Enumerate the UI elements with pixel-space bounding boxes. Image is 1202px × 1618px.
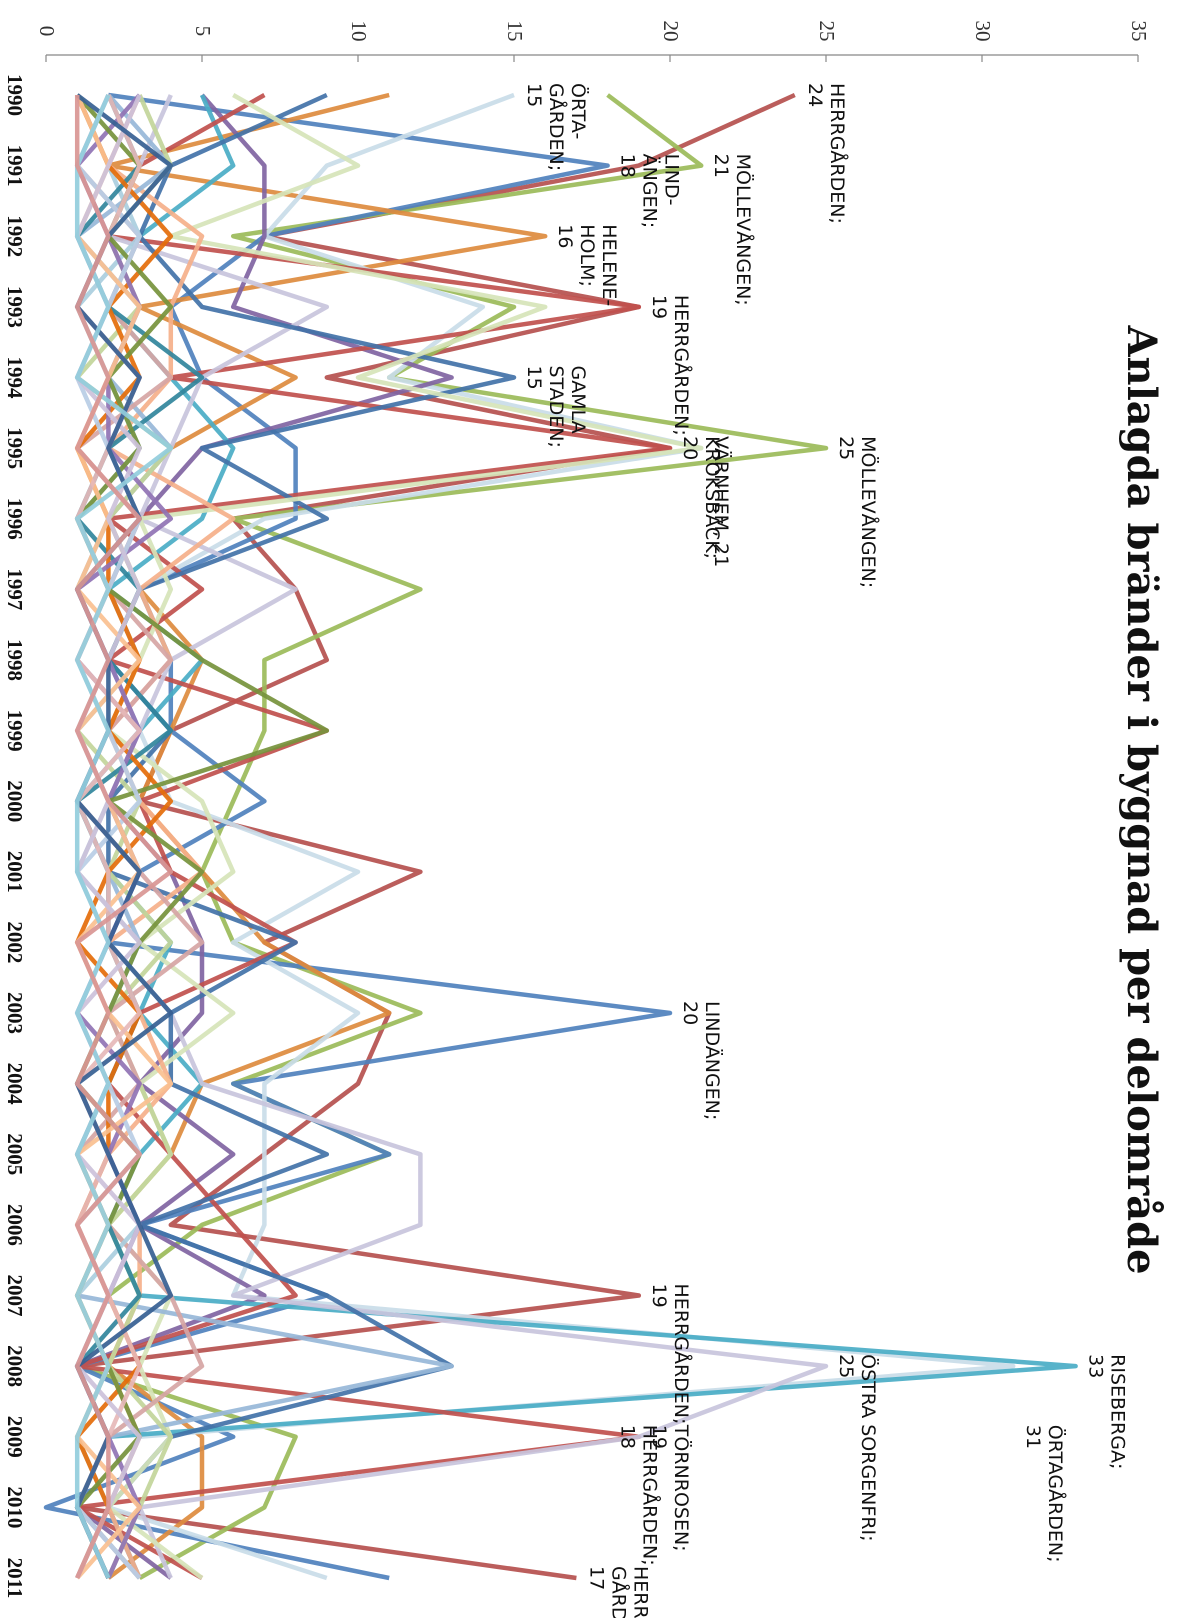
year-tick-label: 1997 [3, 568, 27, 610]
year-tick-label: 1999 [3, 710, 27, 752]
annotation-label: VÄRNHEM, 21 [710, 436, 733, 567]
svg-text:LINDÄNGEN;20: LINDÄNGEN;20 [679, 1001, 724, 1120]
year-tick-label: 2001 [3, 851, 27, 893]
svg-text:HERRGÅRDEN;19: HERRGÅRDEN;19 [648, 1284, 693, 1425]
year-tick-label: 1994 [3, 356, 27, 399]
svg-text:GAMLASTADEN;15: GAMLASTADEN;15 [523, 365, 589, 447]
value-tick-label: 5 [191, 26, 215, 37]
svg-text:ÖRTAGÅRDEN;31: ÖRTAGÅRDEN;31 [1022, 1425, 1067, 1563]
svg-text:KROKSBÄCK;20: KROKSBÄCK;20 [679, 436, 724, 559]
year-tick-label: 2002 [3, 921, 27, 963]
year-tick-label: 2005 [3, 1133, 27, 1175]
year-tick-label: 2010 [3, 1486, 27, 1528]
annotation-label: RISEBERGA;33 [1085, 1354, 1129, 1469]
annotation-label: HERRGÅRDEN;19 [648, 295, 693, 436]
svg-text:MÖLLEVÅNGEN;25: MÖLLEVÅNGEN;25 [835, 436, 880, 588]
year-tick-label: 2000 [3, 780, 27, 822]
year-tick-label: 2003 [3, 992, 27, 1034]
svg-text:MÖLLEVÅNGEN;21: MÖLLEVÅNGEN;21 [710, 154, 755, 306]
year-tick-label: 1991 [3, 145, 27, 187]
year-tick-label: 1996 [3, 498, 27, 540]
annotation-label: ÖSTRA SORGENFRI;25 [835, 1354, 880, 1541]
series-line-1 [74, 92, 796, 1581]
year-tick-label: 1992 [3, 215, 27, 257]
series-line-25 [74, 93, 174, 1579]
year-tick-label: 1995 [3, 427, 27, 469]
year-tick-label: 2007 [3, 1275, 27, 1317]
svg-text:LIND-ÄNGEN;18: LIND-ÄNGEN;18 [617, 154, 683, 229]
year-tick-label: 1998 [3, 639, 27, 681]
annotation-label: MÖLLEVÅNGEN;25 [835, 436, 880, 588]
annotation-label: MÖLLEVÅNGEN;21 [710, 154, 755, 306]
year-tick-label: 2009 [3, 1416, 27, 1458]
annotation-label: LIND-ÄNGEN;18 [617, 154, 683, 229]
series-line-11 [106, 93, 704, 1580]
annotation-label: HELENE-HOLM;16 [554, 224, 620, 306]
svg-text:HERRGÅRDEN;18: HERRGÅRDEN;18 [617, 1425, 662, 1566]
svg-text:ÖSTRA SORGENFRI;25: ÖSTRA SORGENFRI;25 [835, 1354, 880, 1541]
value-tick-label: 30 [971, 21, 995, 42]
annotation-label: ÖRTAGÅRDEN;31 [1022, 1425, 1067, 1563]
svg-text:HERRGÅRDEN;19: HERRGÅRDEN;19 [648, 295, 693, 436]
series-line-3 [43, 92, 673, 1581]
year-tick-label: 2006 [3, 1204, 27, 1246]
year-tick-label: 2011 [3, 1558, 27, 1599]
series-line-2 [74, 93, 829, 1580]
year-tick-label: 1993 [3, 286, 27, 328]
year-tick-label: 2004 [3, 1063, 27, 1106]
svg-text:ÖRTA-GÅRDEN;15: ÖRTA-GÅRDEN;15 [523, 83, 590, 171]
annotation-label: GAMLASTADEN;15 [523, 365, 589, 447]
value-tick-label: 25 [815, 21, 839, 42]
svg-text:HELENE-HOLM;16: HELENE-HOLM;16 [554, 224, 620, 306]
svg-text:TÖRNROSEN;19: TÖRNROSEN;19 [648, 1424, 693, 1552]
annotation-label: HERR-GÅRDEN;17 [585, 1566, 651, 1618]
value-tick-labels: 0 5 10 15 20 25 30 35 [35, 21, 1151, 42]
svg-text:HERRGÅRDEN;24: HERRGÅRDEN;24 [804, 83, 849, 224]
svg-text:VÄRNHEM, 21: VÄRNHEM, 21 [710, 436, 733, 567]
annotation-label: KROKSBÄCK;20 [679, 436, 724, 559]
series-line-27 [74, 95, 174, 1579]
value-tick-label: 15 [503, 21, 527, 42]
annotations: HERRGÅRDEN;24 MÖLLEVÅNGEN;21 LIND-ÄNGEN;18… [523, 83, 1129, 1618]
annotation-label: HERRGÅRDEN;19 [648, 1284, 693, 1425]
chart-title: Anlagda bränder i byggnad per delområde [1118, 324, 1165, 1274]
value-tick-label: 20 [659, 21, 683, 42]
svg-text:HERR-GÅRDEN;17: HERR-GÅRDEN;17 [585, 1566, 651, 1618]
value-tick-label: 10 [347, 21, 371, 42]
annotation-label: HERRGÅRDEN;18 [617, 1425, 662, 1566]
year-tick-labels: 1990 1991 1992 1993 1994 1995 1996 1997 1998 1999… [3, 74, 27, 1598]
year-tick-label: 1990 [3, 74, 27, 116]
value-tick-label: 0 [35, 26, 59, 37]
annotation-label: LINDÄNGEN;20 [679, 1001, 724, 1120]
value-tick-label: 35 [1127, 21, 1151, 42]
year-tick-label: 2008 [3, 1345, 27, 1387]
annotation-label: HERRGÅRDEN;24 [804, 83, 849, 224]
annotation-label: TÖRNROSEN;19 [648, 1424, 693, 1552]
series-lines [43, 92, 1078, 1581]
svg-text:RISEBERGA;33: RISEBERGA;33 [1085, 1354, 1129, 1469]
annotation-label: ÖRTA-GÅRDEN;15 [523, 83, 590, 171]
value-axis [45, 54, 1139, 62]
